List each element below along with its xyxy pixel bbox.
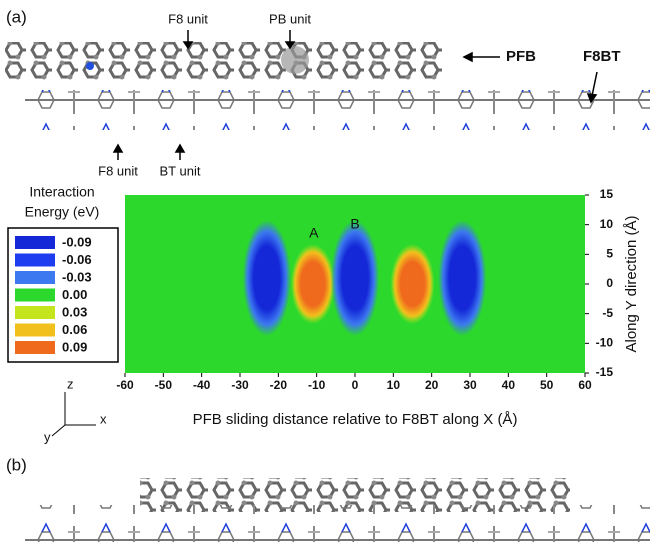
- f8bt-molecule: [25, 90, 650, 130]
- x-tick-label: 50: [540, 378, 554, 392]
- x-tick-label: 0: [352, 378, 359, 392]
- energy-blob: [290, 244, 335, 324]
- y-tick-label: 5: [606, 247, 613, 261]
- y-tick-label: -5: [602, 306, 613, 320]
- x-tick-label: -50: [155, 378, 173, 392]
- energy-blob: [331, 220, 379, 337]
- x-tick-label: -60: [116, 378, 134, 392]
- point-label: B: [350, 215, 359, 231]
- annotation: PB unit: [269, 11, 311, 26]
- legend-swatch: [15, 323, 55, 337]
- legend-title: Energy (eV): [25, 204, 100, 220]
- x-tick-label: 20: [425, 378, 439, 392]
- annotation: BT unit: [160, 163, 201, 178]
- legend-swatch: [15, 236, 55, 249]
- legend-label: 0.03: [62, 304, 87, 319]
- legend-swatch: [15, 306, 55, 319]
- annotation: F8 unit: [98, 163, 138, 178]
- y-tick-label: 15: [600, 187, 614, 201]
- nitrogen: [86, 62, 94, 70]
- energy-blob: [438, 220, 487, 337]
- legend-swatch: [15, 253, 55, 267]
- x-tick-label: -40: [193, 378, 211, 392]
- legend-label: 0.09: [62, 339, 87, 354]
- heatmap: [242, 220, 487, 337]
- x-tick-label: -20: [270, 378, 288, 392]
- pb-cluster: [281, 46, 309, 74]
- energy-blob: [242, 220, 291, 337]
- triad-label: x: [100, 411, 107, 426]
- y-tick-label: -10: [596, 336, 614, 350]
- legend-label: 0.06: [62, 322, 87, 337]
- y-tick-label: 0: [606, 276, 613, 290]
- triad-label: y: [44, 429, 51, 444]
- x-tick-label: 40: [502, 378, 516, 392]
- legend-label: -0.09: [62, 234, 92, 249]
- y-axis-label: Along Y direction (Å): [623, 215, 640, 352]
- annotation: PFB: [506, 48, 536, 65]
- x-tick-label: -10: [308, 378, 326, 392]
- x-tick-label: 30: [463, 378, 477, 392]
- annotation: F8 unit: [168, 11, 208, 26]
- legend-label: 0.00: [62, 287, 87, 302]
- pfb-molecule: [5, 42, 445, 80]
- legend-title: Interaction: [29, 184, 94, 200]
- y-tick-label: -15: [596, 365, 614, 379]
- legend-swatch: [15, 271, 55, 284]
- triad-label: z: [67, 376, 74, 391]
- x-tick-label: -30: [231, 378, 249, 392]
- legend-label: -0.03: [62, 269, 92, 284]
- arrows: [112, 30, 598, 160]
- annotation: F8BT: [583, 48, 621, 65]
- panel-label: (b): [6, 455, 27, 474]
- legend-swatch: [15, 288, 55, 302]
- legend-swatch: [15, 341, 55, 354]
- panel-label: (a): [6, 7, 27, 26]
- x-axis-label: PFB sliding distance relative to F8BT al…: [193, 411, 518, 428]
- legend-label: -0.06: [62, 252, 92, 267]
- energy-blob: [390, 244, 435, 324]
- x-tick-label: 10: [387, 378, 401, 392]
- axes-triad: [51, 392, 96, 437]
- f8bt-molecule: [25, 505, 650, 542]
- y-tick-label: 10: [600, 217, 614, 231]
- point-label: A: [309, 224, 319, 240]
- x-tick-label: 60: [578, 378, 592, 392]
